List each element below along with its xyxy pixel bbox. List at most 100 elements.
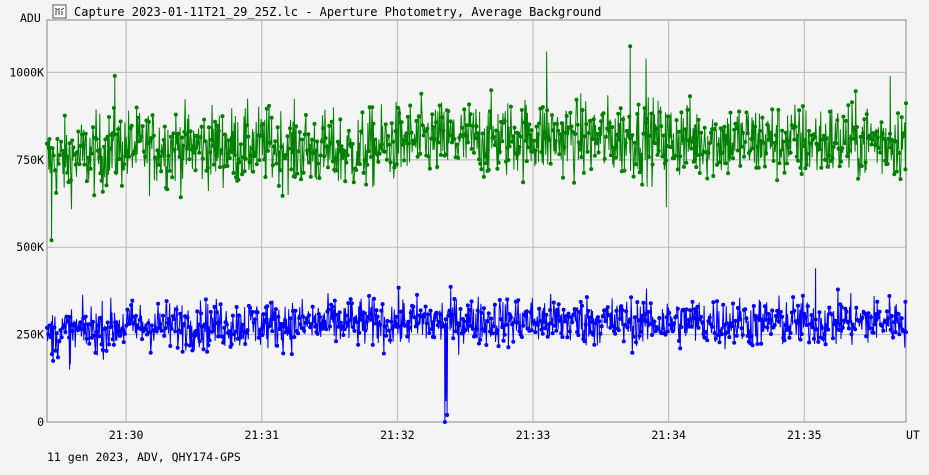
- data-point: [188, 129, 193, 134]
- data-point: [868, 136, 873, 141]
- data-point: [510, 139, 515, 144]
- data-point: [507, 144, 512, 149]
- data-point: [810, 137, 815, 142]
- data-point: [161, 313, 165, 318]
- data-point: [834, 321, 839, 326]
- data-point: [51, 153, 56, 158]
- data-point: [799, 332, 804, 337]
- data-point: [161, 138, 166, 142]
- data-point: [506, 345, 511, 350]
- data-point: [762, 304, 767, 309]
- data-point: [577, 140, 581, 145]
- y-tick-label: 0: [37, 415, 44, 429]
- data-point: [765, 122, 770, 127]
- data-point: [199, 124, 204, 129]
- data-point: [222, 132, 227, 137]
- data-point: [803, 166, 808, 171]
- data-point: [717, 160, 722, 165]
- data-point: [636, 102, 641, 107]
- data-point: [692, 157, 697, 162]
- data-point: [227, 329, 232, 334]
- data-point: [338, 320, 343, 325]
- data-point: [310, 137, 315, 142]
- data-point: [677, 129, 681, 134]
- data-point: [545, 334, 550, 339]
- data-point: [672, 321, 677, 326]
- data-point: [816, 339, 821, 344]
- data-point: [579, 155, 584, 160]
- data-point: [49, 352, 54, 357]
- data-point: [812, 336, 816, 341]
- data-point: [108, 146, 113, 151]
- data-point: [313, 148, 318, 153]
- data-point: [299, 326, 304, 330]
- data-point: [785, 161, 789, 166]
- data-point: [616, 111, 621, 116]
- data-point: [49, 238, 54, 243]
- data-point: [572, 180, 577, 185]
- data-point: [377, 151, 382, 156]
- data-point: [361, 170, 366, 175]
- data-point: [524, 159, 529, 164]
- data-point: [603, 319, 608, 324]
- data-point: [764, 151, 769, 156]
- data-point: [688, 308, 692, 313]
- data-point: [127, 321, 132, 326]
- data-point: [404, 131, 409, 136]
- data-point: [554, 328, 559, 333]
- data-point: [247, 160, 252, 165]
- data-point: [429, 136, 434, 141]
- data-point: [733, 121, 738, 126]
- data-point: [332, 298, 337, 303]
- data-point: [742, 154, 746, 159]
- data-point: [189, 147, 194, 152]
- data-point: [334, 168, 339, 173]
- data-point: [84, 179, 89, 184]
- data-point: [898, 177, 903, 182]
- data-point: [699, 314, 704, 319]
- data-point: [194, 328, 199, 333]
- data-point: [675, 167, 680, 172]
- data-point: [114, 132, 119, 137]
- data-point: [808, 322, 813, 327]
- data-point: [683, 127, 688, 132]
- data-point: [254, 162, 259, 167]
- data-point: [418, 308, 423, 313]
- data-point: [728, 321, 733, 326]
- data-point: [475, 131, 480, 136]
- data-point: [387, 142, 392, 147]
- data-point: [331, 309, 336, 314]
- data-point: [180, 135, 184, 140]
- data-point: [261, 122, 265, 126]
- data-point: [160, 149, 165, 154]
- data-point: [689, 146, 694, 151]
- data-point: [548, 308, 553, 313]
- data-point: [240, 172, 245, 177]
- data-point: [485, 319, 490, 324]
- data-point: [903, 167, 908, 172]
- data-point: [613, 155, 618, 160]
- data-point: [529, 128, 534, 133]
- data-point: [368, 311, 373, 316]
- data-point: [595, 131, 600, 136]
- data-point: [281, 351, 286, 356]
- data-point: [553, 139, 558, 144]
- data-point: [165, 187, 170, 192]
- data-point: [245, 123, 249, 128]
- data-point: [91, 125, 95, 130]
- data-point: [205, 165, 210, 170]
- data-point: [780, 314, 785, 319]
- data-point: [819, 326, 824, 331]
- data-point: [602, 156, 607, 161]
- data-point: [644, 116, 649, 121]
- data-point: [275, 125, 280, 130]
- data-point: [569, 315, 573, 320]
- data-point: [150, 113, 155, 118]
- data-point: [839, 305, 844, 309]
- data-point: [172, 317, 176, 321]
- data-point: [776, 319, 781, 324]
- data-point: [183, 132, 188, 137]
- data-point: [162, 124, 167, 129]
- data-point: [250, 309, 255, 314]
- data-point: [159, 169, 164, 174]
